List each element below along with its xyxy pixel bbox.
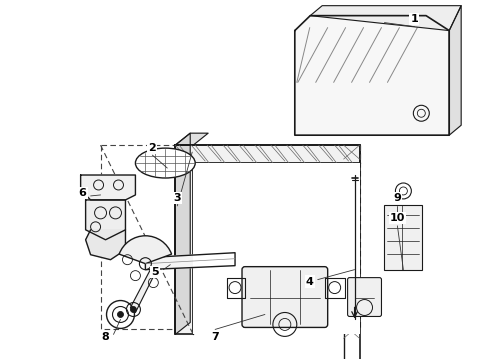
Text: 10: 10 — [390, 213, 405, 223]
Polygon shape — [449, 6, 461, 135]
FancyBboxPatch shape — [347, 278, 382, 316]
Text: 9: 9 — [393, 193, 401, 203]
Text: 1: 1 — [411, 14, 418, 24]
Ellipse shape — [135, 148, 195, 178]
Polygon shape — [86, 230, 125, 260]
Polygon shape — [146, 253, 235, 270]
Circle shape — [118, 311, 123, 318]
Wedge shape — [119, 236, 172, 264]
Polygon shape — [325, 278, 344, 298]
Polygon shape — [130, 270, 155, 312]
Bar — [193, 163, 360, 334]
Text: 8: 8 — [101, 332, 109, 342]
FancyBboxPatch shape — [242, 267, 328, 328]
Polygon shape — [295, 15, 449, 135]
Text: 4: 4 — [306, 276, 314, 287]
Polygon shape — [175, 133, 190, 334]
Text: 5: 5 — [151, 267, 159, 276]
Text: 3: 3 — [173, 193, 181, 203]
Text: 2: 2 — [148, 143, 156, 153]
Circle shape — [130, 306, 136, 312]
Polygon shape — [175, 145, 360, 334]
Text: 6: 6 — [79, 188, 87, 198]
Polygon shape — [227, 278, 245, 298]
Polygon shape — [86, 200, 125, 240]
Polygon shape — [81, 175, 135, 200]
Polygon shape — [310, 6, 461, 31]
Text: 7: 7 — [211, 332, 219, 342]
Bar — [385, 205, 422, 270]
Polygon shape — [175, 133, 208, 145]
